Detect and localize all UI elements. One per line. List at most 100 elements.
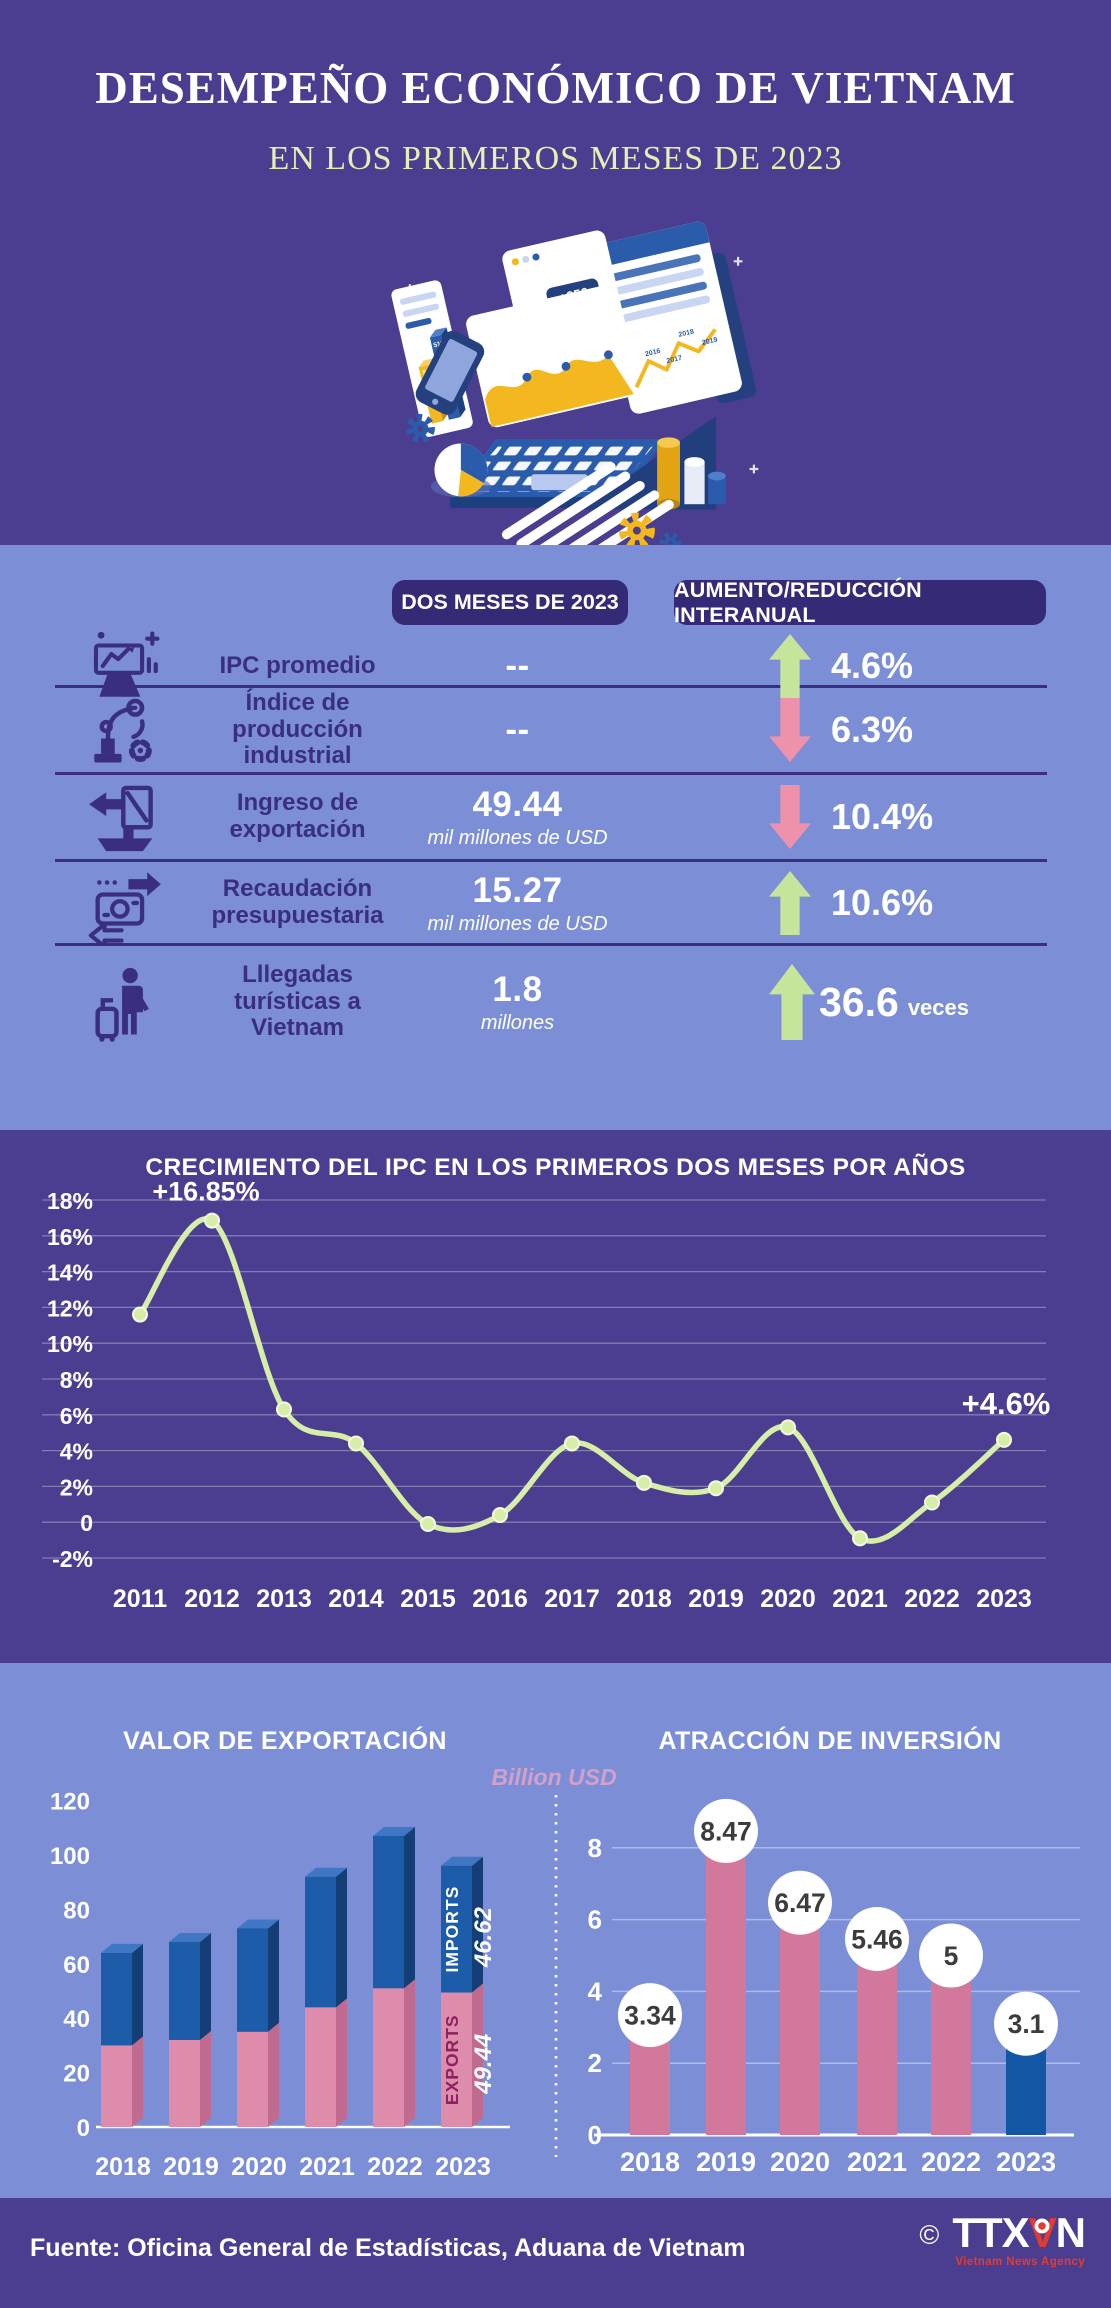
- robot-arm-icon: [55, 689, 195, 771]
- up-arrow-icon: [769, 634, 811, 698]
- export-ship-icon: [55, 776, 195, 858]
- ipc-board-icon: [55, 625, 195, 707]
- svg-text:3.34: 3.34: [624, 2001, 676, 2031]
- svg-text:80: 80: [63, 1897, 90, 1924]
- ipc-line-chart-section: CRECIMIENTO DEL IPC EN LOS PRIMEROS DOS …: [0, 1130, 1111, 1663]
- svg-text:8%: 8%: [60, 1367, 93, 1393]
- table-row-export-revenue: Ingreso de exportación 49.44 mil millone…: [55, 775, 1047, 862]
- svg-text:ATRACCIÓN DE INVERSIÓN: ATRACCIÓN DE INVERSIÓN: [658, 1725, 1001, 1755]
- value-text: --: [505, 710, 530, 749]
- svg-text:6%: 6%: [60, 1403, 93, 1429]
- svg-text:12%: 12%: [47, 1295, 93, 1321]
- illus-laptop-screen: [466, 285, 635, 428]
- svg-text:8: 8: [588, 1833, 602, 1863]
- row-label: Lllegadas turísticas a Vietnam: [234, 960, 361, 1042]
- svg-text:5: 5: [944, 1941, 959, 1971]
- row-value: 1.8 millones: [400, 970, 635, 1035]
- bottom-charts-section: VALOR DE EXPORTACIÓN 0 20 40 60 80 100 120 2018 2…: [0, 1663, 1111, 2198]
- budget-money-icon: [55, 862, 195, 944]
- page-subtitle: EN LOS PRIMEROS MESES DE 2023: [268, 140, 843, 177]
- row-change: 10.4%: [635, 785, 1047, 849]
- change-text: 10.6%: [831, 882, 934, 923]
- svg-text:120: 120: [50, 1789, 90, 1816]
- svg-text:2019: 2019: [688, 1585, 744, 1613]
- column-header-two-months: DOS MESES DE 2023: [392, 580, 628, 625]
- source-text: Fuente: Oficina General de Estadísticas,…: [30, 2234, 746, 2262]
- ipc-line-chart: 18% 16% 14% 12% 10% 8% 6% 4% 2% 0 -2% 2011 2012 2013 2…: [42, 1177, 1051, 1613]
- svg-text:2018: 2018: [616, 1585, 672, 1613]
- svg-text:EXPORTS: EXPORTS: [442, 2014, 462, 2105]
- svg-text:+4.6%: +4.6%: [962, 1386, 1051, 1421]
- svg-text:2023: 2023: [435, 2153, 491, 2181]
- svg-text:49.44: 49.44: [470, 2034, 497, 2095]
- svg-text:4: 4: [588, 1976, 603, 2006]
- svg-text:2022: 2022: [904, 1585, 960, 1613]
- value-unit: millones: [480, 1011, 555, 1034]
- table-row-ipc: IPC promedio -- 4.6%: [55, 625, 1047, 698]
- svg-text:2015: 2015: [400, 1585, 456, 1613]
- svg-text:100: 100: [50, 1843, 90, 1870]
- svg-text:2022: 2022: [367, 2153, 423, 2181]
- svg-text:0: 0: [80, 1510, 93, 1536]
- svg-text:2017: 2017: [544, 1585, 600, 1613]
- value-unit: mil millones de USD: [427, 912, 608, 935]
- svg-text:3.1: 3.1: [1008, 2009, 1045, 2039]
- svg-text:60: 60: [63, 1952, 90, 1979]
- down-arrow-icon: [769, 785, 811, 849]
- illus-cylinders: [657, 437, 726, 510]
- svg-text:2019: 2019: [701, 337, 718, 347]
- value-text: 15.27: [472, 870, 563, 910]
- svg-text:6.47: 6.47: [774, 1888, 826, 1918]
- row-label: Índice de producción industrial: [232, 688, 363, 770]
- svg-text:2018: 2018: [95, 2153, 151, 2181]
- change-text: 6.3%: [831, 709, 914, 750]
- summary-section: DOS MESES DE 2023 AUMENTO/REDUCCIÓN INTE…: [0, 545, 1111, 1130]
- svg-text:16%: 16%: [47, 1224, 93, 1250]
- tourist-luggage-icon: [55, 961, 195, 1043]
- svg-text:2016: 2016: [644, 348, 661, 358]
- svg-text:20: 20: [63, 2061, 90, 2088]
- svg-text:2012: 2012: [184, 1585, 240, 1613]
- row-label: IPC promedio: [219, 651, 376, 679]
- svg-text:IMPORTS: IMPORTS: [442, 1886, 462, 1973]
- row-value: --: [400, 710, 635, 750]
- svg-text:2021: 2021: [299, 2153, 355, 2181]
- illus-phone: [415, 330, 485, 415]
- svg-text:2018: 2018: [678, 328, 695, 338]
- svg-text:10%: 10%: [47, 1331, 93, 1357]
- illus-line-chart: [634, 328, 717, 389]
- svg-text:0: 0: [77, 2115, 90, 2142]
- svg-text:18%: 18%: [47, 1188, 93, 1214]
- svg-text:2019: 2019: [696, 2147, 756, 2177]
- table-row-tourist-arrivals: Lllegadas turísticas a Vietnam 1.8 millo…: [55, 946, 1047, 1058]
- change-text: 10.4%: [831, 796, 934, 837]
- svg-text:2%: 2%: [60, 1474, 93, 1500]
- up-arrow-icon: [769, 964, 815, 1040]
- svg-text:2016: 2016: [472, 1585, 528, 1613]
- column-header-yoy-change: AUMENTO/REDUCCIÓN INTERANUAL: [674, 578, 1046, 627]
- svg-text:VALOR DE EXPORTACIÓN: VALOR DE EXPORTACIÓN: [123, 1725, 447, 1755]
- table-row-industrial-production: Índice de producción industrial -- 6.3%: [55, 688, 1047, 775]
- row-value: 15.27 mil millones de USD: [400, 871, 635, 936]
- illus-sparkles: [404, 256, 759, 474]
- logo-text: TTXVN: [952, 2209, 1085, 2256]
- svg-text:2020: 2020: [231, 2153, 287, 2181]
- export-and-investment-charts: VALOR DE EXPORTACIÓN 0 20 40 60 80 100 120 2018 2…: [50, 1725, 1080, 2181]
- header-section: DESEMPEÑO ECONÓMICO DE VIETNAM EN LOS PR…: [0, 0, 1111, 557]
- summary-table: IPC promedio -- 4.6%: [55, 625, 1047, 1058]
- row-change: 6.3%: [635, 698, 1047, 762]
- svg-text:2011: 2011: [113, 1585, 167, 1613]
- svg-text:2022: 2022: [921, 2147, 981, 2177]
- svg-text:2023: 2023: [996, 2147, 1056, 2177]
- svg-text:2018: 2018: [620, 2147, 680, 2177]
- svg-text:46.62: 46.62: [470, 1906, 497, 1968]
- svg-text:2019: 2019: [163, 2153, 219, 2181]
- logo-subtitle: Vietnam News Agency: [955, 2256, 1085, 2268]
- value-text: 49.44: [472, 784, 563, 824]
- gear-icon: [405, 414, 682, 554]
- svg-text:Billion USD: Billion USD: [491, 1764, 616, 1790]
- ttxvn-logo: © TTXVN Vietnam News Agency: [919, 2209, 1085, 2268]
- row-value: --: [400, 646, 635, 686]
- svg-text:2023: 2023: [976, 1585, 1032, 1613]
